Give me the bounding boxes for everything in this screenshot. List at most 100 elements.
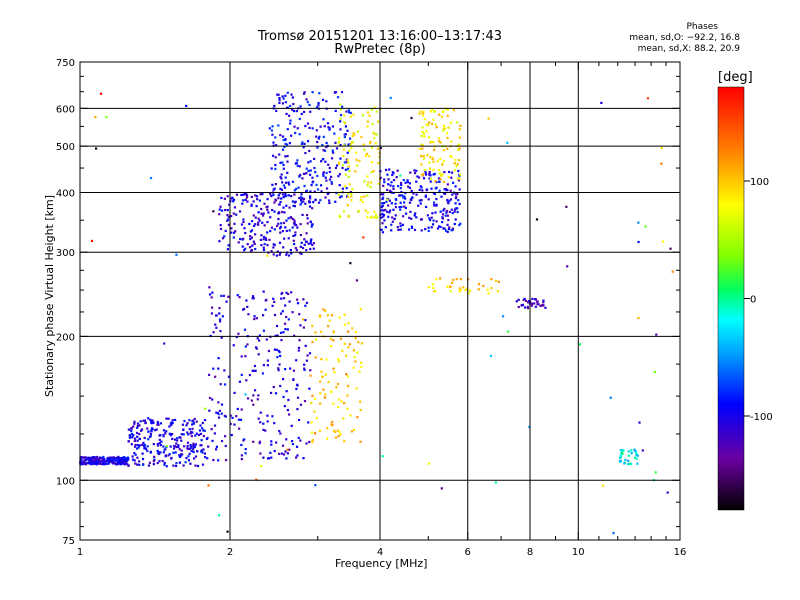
data-point — [283, 195, 287, 198]
data-point — [427, 462, 431, 465]
data-point — [226, 213, 229, 217]
data-point — [208, 293, 212, 296]
data-point — [278, 452, 281, 455]
data-point — [252, 200, 255, 203]
data-point — [230, 433, 233, 437]
data-point — [495, 279, 498, 282]
data-point — [175, 462, 178, 465]
data-point — [451, 278, 455, 282]
data-point — [391, 173, 394, 177]
data-point — [272, 246, 275, 249]
data-point — [442, 160, 445, 163]
data-point — [269, 451, 272, 454]
data-point — [156, 443, 159, 446]
data-point — [312, 200, 315, 204]
data-point — [141, 463, 145, 466]
data-point — [459, 288, 463, 291]
data-point — [421, 114, 424, 117]
data-point — [279, 251, 282, 254]
data-point — [258, 219, 261, 222]
data-point — [341, 164, 344, 167]
data-point — [237, 241, 240, 244]
data-point — [320, 184, 323, 187]
data-point — [211, 439, 214, 442]
data-point — [427, 229, 430, 233]
data-point — [137, 446, 140, 449]
data-point — [430, 140, 433, 143]
data-point — [382, 184, 385, 187]
x-tick-label: 6 — [465, 547, 471, 558]
data-point — [420, 134, 423, 137]
data-point — [117, 457, 120, 460]
data-point — [263, 224, 266, 227]
data-point — [490, 287, 493, 290]
data-point — [431, 108, 434, 111]
data-point — [401, 194, 404, 197]
data-point — [365, 152, 368, 156]
data-point — [227, 295, 230, 298]
data-point — [635, 454, 638, 457]
data-point — [229, 422, 232, 425]
data-point — [282, 377, 285, 381]
data-point — [259, 421, 262, 424]
data-point — [146, 445, 149, 448]
data-point — [231, 196, 234, 199]
y-tick-label: 600 — [56, 104, 75, 115]
data-point — [304, 344, 307, 347]
data-point — [252, 224, 256, 228]
data-point — [419, 110, 422, 113]
data-point — [138, 444, 141, 447]
data-point — [133, 445, 137, 448]
data-point — [273, 201, 276, 204]
data-point — [260, 212, 263, 215]
data-point — [273, 348, 277, 351]
data-point — [92, 461, 95, 464]
data-point — [253, 242, 256, 245]
data-point — [99, 456, 102, 459]
data-point — [456, 192, 459, 195]
data-point — [438, 113, 441, 116]
data-point — [148, 461, 151, 464]
data-point — [349, 115, 352, 118]
data-point — [318, 135, 321, 138]
data-point — [368, 142, 372, 145]
data-point — [308, 195, 312, 198]
data-point — [446, 214, 450, 217]
data-point — [406, 181, 409, 184]
data-point — [192, 448, 195, 451]
data-point — [430, 216, 433, 219]
data-point — [192, 450, 195, 454]
data-point — [262, 246, 265, 249]
data-point — [391, 216, 394, 219]
data-point — [87, 456, 90, 459]
data-point — [172, 451, 175, 454]
data-point — [418, 147, 421, 150]
data-point — [190, 446, 193, 450]
data-point — [354, 360, 357, 363]
data-point — [126, 463, 129, 466]
data-point — [304, 240, 308, 243]
data-point — [435, 180, 438, 184]
data-point — [277, 197, 280, 200]
data-point — [320, 370, 323, 373]
data-point — [174, 451, 177, 454]
data-point — [92, 456, 95, 460]
data-point — [456, 210, 459, 214]
data-point — [253, 364, 257, 368]
data-point — [242, 220, 245, 224]
data-point — [622, 449, 625, 452]
data-point — [315, 183, 318, 186]
data-point — [311, 207, 314, 210]
data-point — [292, 239, 295, 242]
data-point — [523, 297, 526, 301]
data-point — [187, 459, 191, 462]
data-point — [105, 115, 108, 119]
data-point — [272, 144, 275, 147]
data-point — [290, 195, 293, 198]
data-point — [322, 149, 325, 152]
data-point — [200, 439, 203, 442]
data-point — [244, 198, 247, 201]
data-point — [432, 223, 435, 226]
data-point — [218, 318, 222, 321]
data-point — [348, 343, 352, 346]
